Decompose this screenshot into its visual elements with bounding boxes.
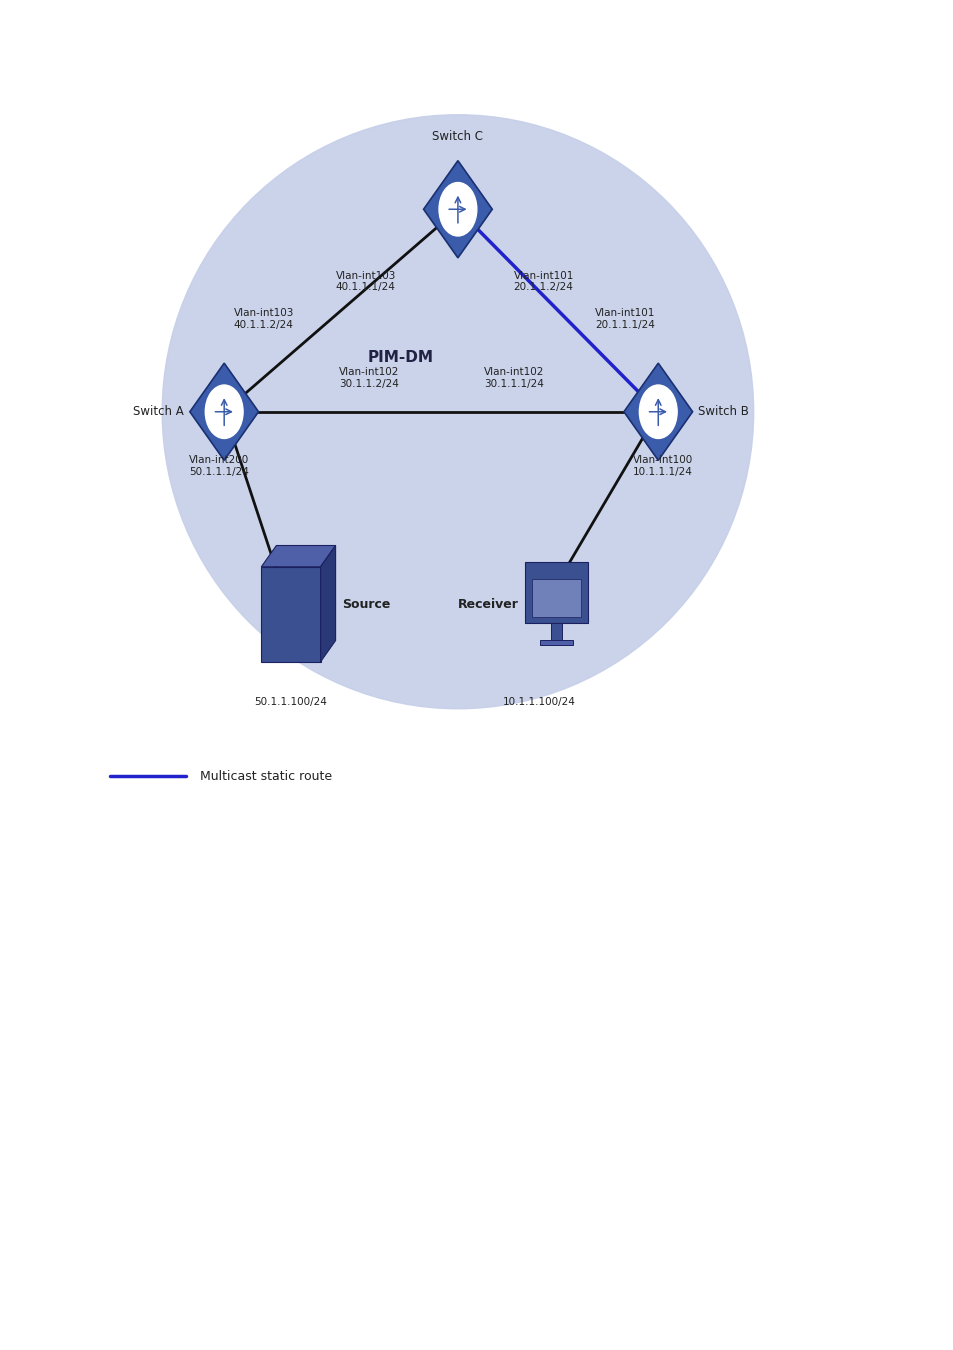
Bar bbox=[550, 622, 561, 641]
Circle shape bbox=[438, 182, 476, 236]
Text: Vlan-int101
20.1.1.2/24: Vlan-int101 20.1.1.2/24 bbox=[513, 271, 574, 293]
Text: Source: Source bbox=[342, 598, 391, 612]
Circle shape bbox=[205, 385, 243, 439]
Text: Multicast static route: Multicast static route bbox=[200, 769, 332, 783]
Text: Switch C: Switch C bbox=[432, 130, 483, 143]
Bar bbox=[531, 579, 580, 617]
Text: Vlan-int100
10.1.1.1/24: Vlan-int100 10.1.1.1/24 bbox=[632, 455, 693, 477]
Text: Switch A: Switch A bbox=[133, 405, 184, 418]
Polygon shape bbox=[190, 363, 258, 460]
Text: PIM-DM: PIM-DM bbox=[367, 350, 434, 366]
Text: Vlan-int103
40.1.1.2/24: Vlan-int103 40.1.1.2/24 bbox=[233, 308, 294, 329]
Text: Vlan-int102
30.1.1.1/24: Vlan-int102 30.1.1.1/24 bbox=[483, 367, 543, 389]
Circle shape bbox=[639, 385, 677, 439]
Text: 10.1.1.100/24: 10.1.1.100/24 bbox=[502, 697, 575, 707]
Bar bbox=[261, 567, 320, 662]
Text: Vlan-int200
50.1.1.1/24: Vlan-int200 50.1.1.1/24 bbox=[189, 455, 250, 477]
Ellipse shape bbox=[162, 115, 753, 709]
Text: Vlan-int102
30.1.1.2/24: Vlan-int102 30.1.1.2/24 bbox=[338, 367, 398, 389]
Text: Vlan-int103
40.1.1.1/24: Vlan-int103 40.1.1.1/24 bbox=[335, 271, 395, 293]
Text: Receiver: Receiver bbox=[457, 598, 517, 612]
Polygon shape bbox=[423, 161, 492, 258]
Text: 50.1.1.100/24: 50.1.1.100/24 bbox=[254, 697, 327, 707]
Bar bbox=[539, 640, 572, 645]
Text: Vlan-int101
20.1.1.1/24: Vlan-int101 20.1.1.1/24 bbox=[594, 308, 655, 329]
Polygon shape bbox=[623, 363, 692, 460]
Text: Switch B: Switch B bbox=[698, 405, 748, 418]
Bar bbox=[524, 562, 587, 624]
Polygon shape bbox=[320, 545, 335, 662]
Polygon shape bbox=[261, 545, 335, 567]
